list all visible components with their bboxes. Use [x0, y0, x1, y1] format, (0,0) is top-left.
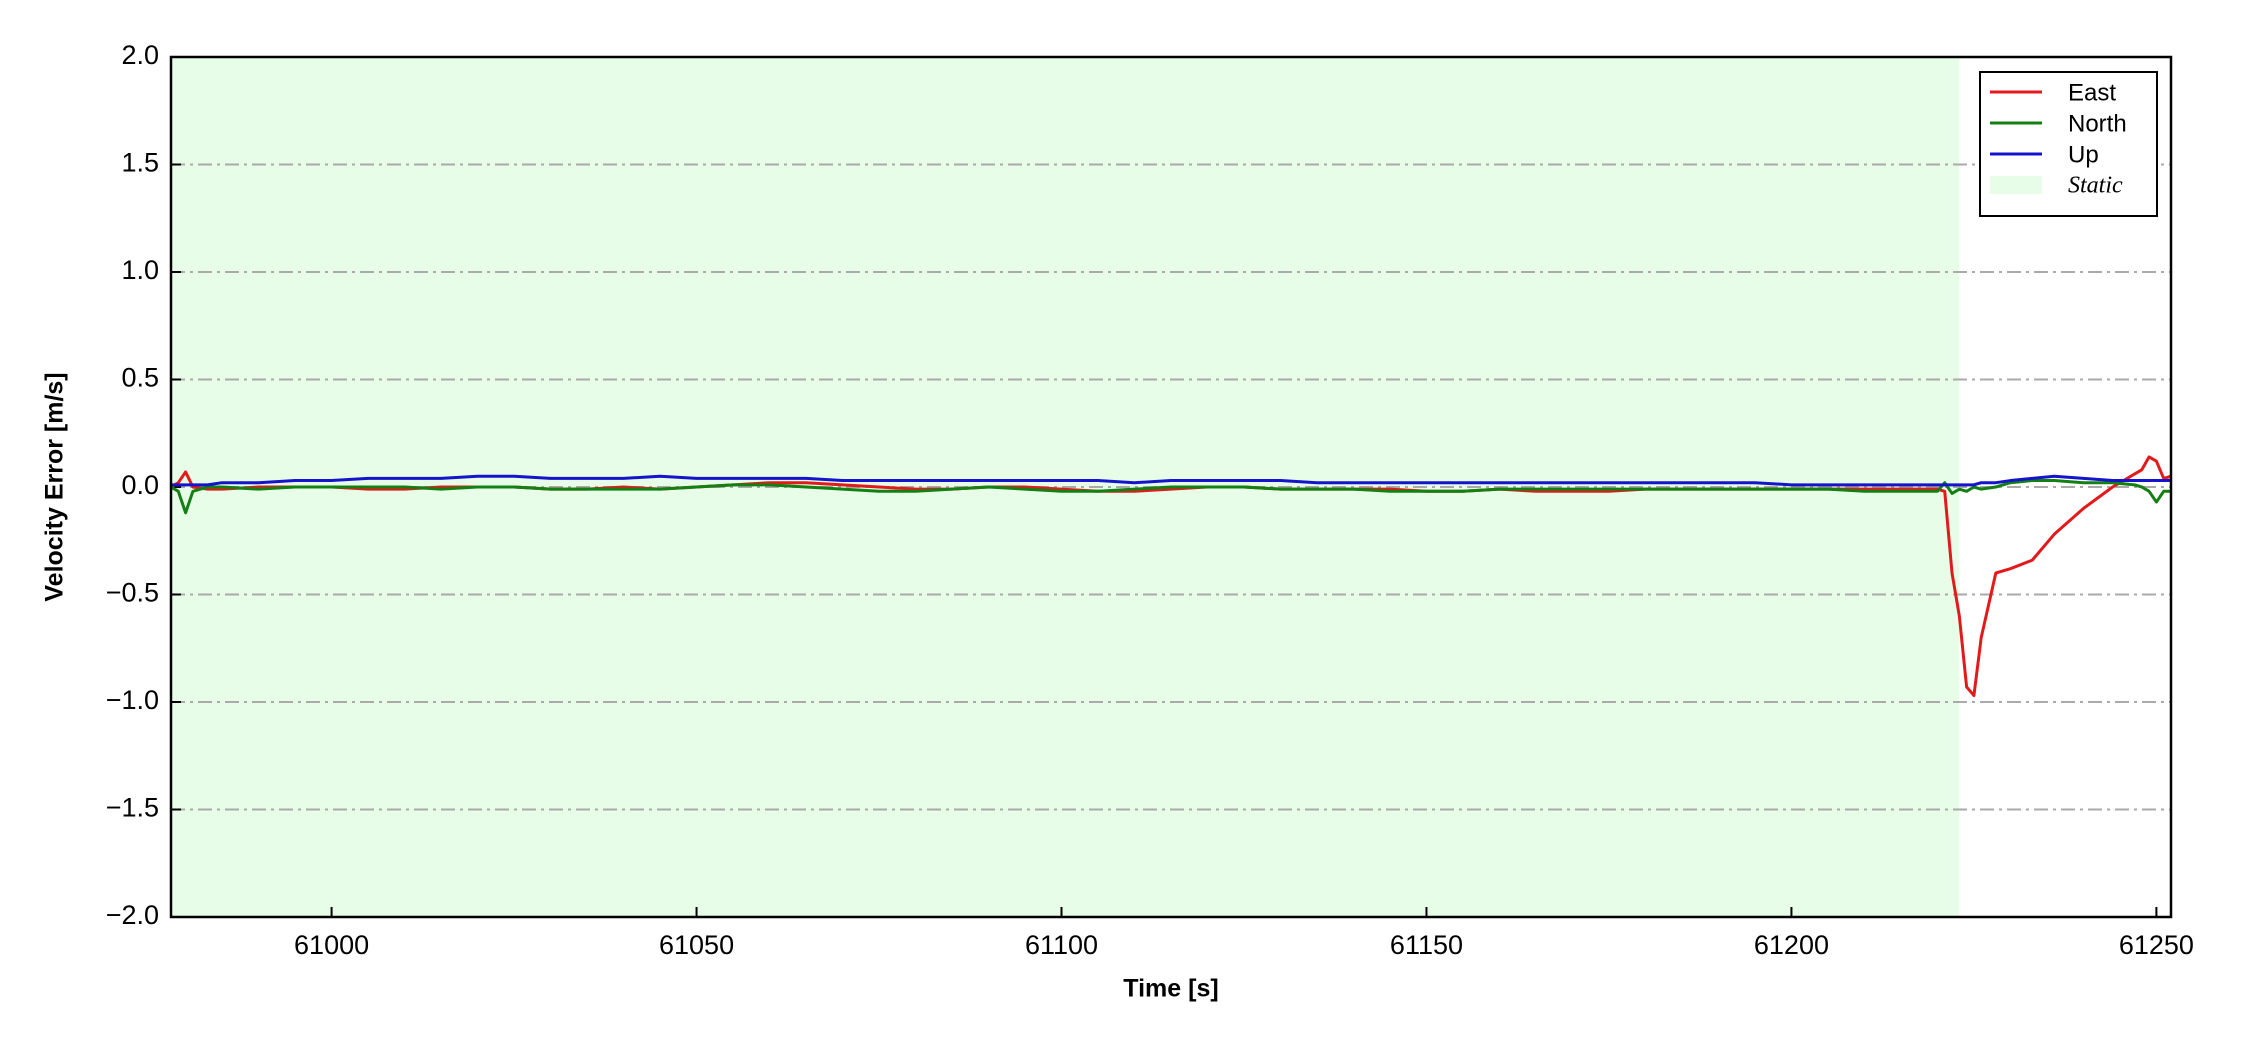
legend-label: North — [2068, 110, 2127, 137]
y-tick-label: −0.5 — [106, 578, 159, 608]
y-tick-label: −2.0 — [106, 900, 159, 930]
legend-label: Up — [2068, 141, 2099, 168]
x-tick-label: 61200 — [1754, 930, 1829, 960]
y-tick-label: 0.0 — [121, 470, 159, 500]
y-axis-label: Velocity Error [m/s] — [41, 372, 69, 601]
x-tick-label: 61100 — [1025, 930, 1098, 960]
y-tick-label: 1.0 — [121, 255, 159, 285]
y-tick-label: −1.0 — [106, 685, 159, 715]
y-tick-label: 0.5 — [121, 363, 159, 393]
x-tick-label: 61000 — [294, 930, 369, 960]
x-tick-label: 61150 — [1390, 930, 1463, 960]
plot-frame — [169, 55, 2173, 919]
y-tick-label: −1.5 — [106, 793, 159, 823]
y-tick-label: 1.5 — [121, 148, 159, 178]
series-line — [171, 474, 2171, 487]
legend-label: East — [2068, 79, 2116, 106]
legend-swatch — [1990, 176, 2042, 194]
x-axis-label: Time [s] — [1123, 975, 1218, 1003]
x-tick-label: 61250 — [2119, 930, 2194, 960]
x-tick-label: 61050 — [659, 930, 734, 960]
legend-label: Static — [2068, 173, 2123, 199]
series-line — [171, 479, 2171, 515]
y-tick-label: 2.0 — [121, 40, 159, 70]
